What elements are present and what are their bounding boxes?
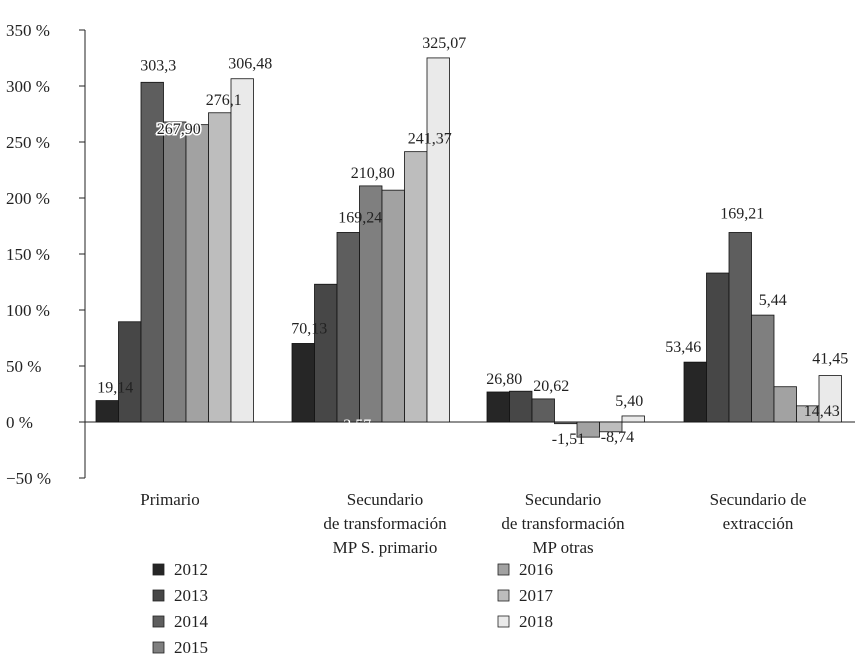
y-tick-label: 300 % [6, 77, 50, 96]
legend-label-2017: 2017 [519, 586, 554, 605]
data-label-2012-2: 26,80 [486, 371, 522, 388]
bar-2017-0 [208, 112, 232, 423]
bar-2014-1 [336, 232, 360, 423]
data-label-2012-1: 70,13 [291, 320, 327, 337]
data-label-2018-3: 41,45 [812, 351, 848, 368]
bar-2018-2 [621, 415, 645, 423]
data-label-2014-2: 20,62 [533, 378, 569, 395]
data-label-2017-0: 276,1 [206, 92, 242, 109]
legend-swatch-2013 [152, 589, 165, 602]
data-label-2014-1: 169,24 [338, 209, 382, 226]
data-label-2014-3: 169,21 [720, 205, 764, 222]
bar-2018-3 [818, 375, 842, 423]
bar-2015-0 [163, 121, 187, 423]
data-label-2018-1: 325,07 [422, 35, 466, 52]
bar-2012-2 [486, 391, 510, 423]
legend-swatch-2012 [152, 563, 165, 576]
bar-2014-2 [531, 398, 555, 423]
data-label-2015-2: -1,51 [552, 431, 585, 448]
data-label-2018-2: 5,40 [615, 393, 643, 410]
y-tick-label: 0 % [6, 413, 33, 432]
y-tick-label: 100 % [6, 301, 50, 320]
bar-2016-3 [773, 386, 797, 423]
data-label-2017-3: 14,43 [804, 403, 840, 420]
bar-2017-2 [599, 421, 623, 433]
bar-2014-3 [728, 232, 752, 423]
legend-swatch-2017 [497, 589, 510, 602]
bar-2015-2 [554, 421, 578, 425]
y-tick-label: 50 % [6, 357, 41, 376]
category-label-1-0: Secundario [347, 490, 423, 509]
category-label-3-0: Secundario de [710, 490, 807, 509]
data-label-2012-3: 53,46 [665, 339, 701, 356]
legend-swatch-2018 [497, 615, 510, 628]
bar-2012-0 [95, 400, 119, 423]
category-label-2-0: Secundario [525, 490, 601, 509]
legend-label-2013: 2013 [174, 586, 208, 605]
bar-2018-0 [230, 78, 254, 423]
y-tick-label: −50 % [6, 469, 51, 488]
legend-label-2018: 2018 [519, 612, 553, 631]
bar-2017-1 [404, 151, 428, 423]
legend-label-2014: 2014 [174, 612, 209, 631]
bar-2016-0 [185, 124, 209, 423]
data-label-2018-0: 306,48 [228, 56, 272, 73]
category-label-0-0: Primario [140, 490, 200, 509]
bar-2013-2 [509, 390, 533, 423]
data-label-2014-0: 303,3 [140, 57, 176, 74]
bar-2018-1 [426, 57, 450, 423]
bar-2012-3 [683, 361, 707, 423]
legend-swatch-2016 [497, 563, 510, 576]
y-tick-label: 200 % [6, 189, 50, 208]
bar-2012-1 [291, 343, 315, 423]
data-label-2016-1: 3,57 [343, 417, 371, 434]
category-label-1-1: de transformación [323, 514, 447, 533]
bar-2013-0 [118, 321, 142, 423]
category-label-2-2: MP otras [532, 538, 593, 557]
category-label-1-2: MP S. primario [333, 538, 438, 557]
data-label-2015-0: 267,90 [157, 121, 201, 138]
legend-label-2015: 2015 [174, 638, 208, 657]
y-tick-label: 250 % [6, 133, 50, 152]
legend-swatch-2014 [152, 615, 165, 628]
bar-2015-3 [751, 314, 775, 423]
data-label-2012-0: 19,14 [97, 380, 133, 397]
bar-2016-1 [381, 189, 405, 423]
legend-label-2016: 2016 [519, 560, 553, 579]
y-tick-label: 150 % [6, 245, 50, 264]
data-label-2015-1: 210,80 [351, 165, 395, 182]
bar-2013-3 [706, 272, 730, 423]
category-label-2-1: de transformación [501, 514, 625, 533]
legend-swatch-2015 [152, 641, 165, 654]
data-label-2017-2: -8,74 [601, 429, 634, 446]
category-label-3-1: extracción [723, 514, 794, 533]
data-label-2017-1: 241,37 [408, 131, 452, 148]
legend-label-2012: 2012 [174, 560, 208, 579]
y-tick-label: 350 % [6, 21, 50, 40]
bar-2013-1 [314, 283, 338, 423]
data-label-2015-3: 5,44 [759, 292, 787, 309]
